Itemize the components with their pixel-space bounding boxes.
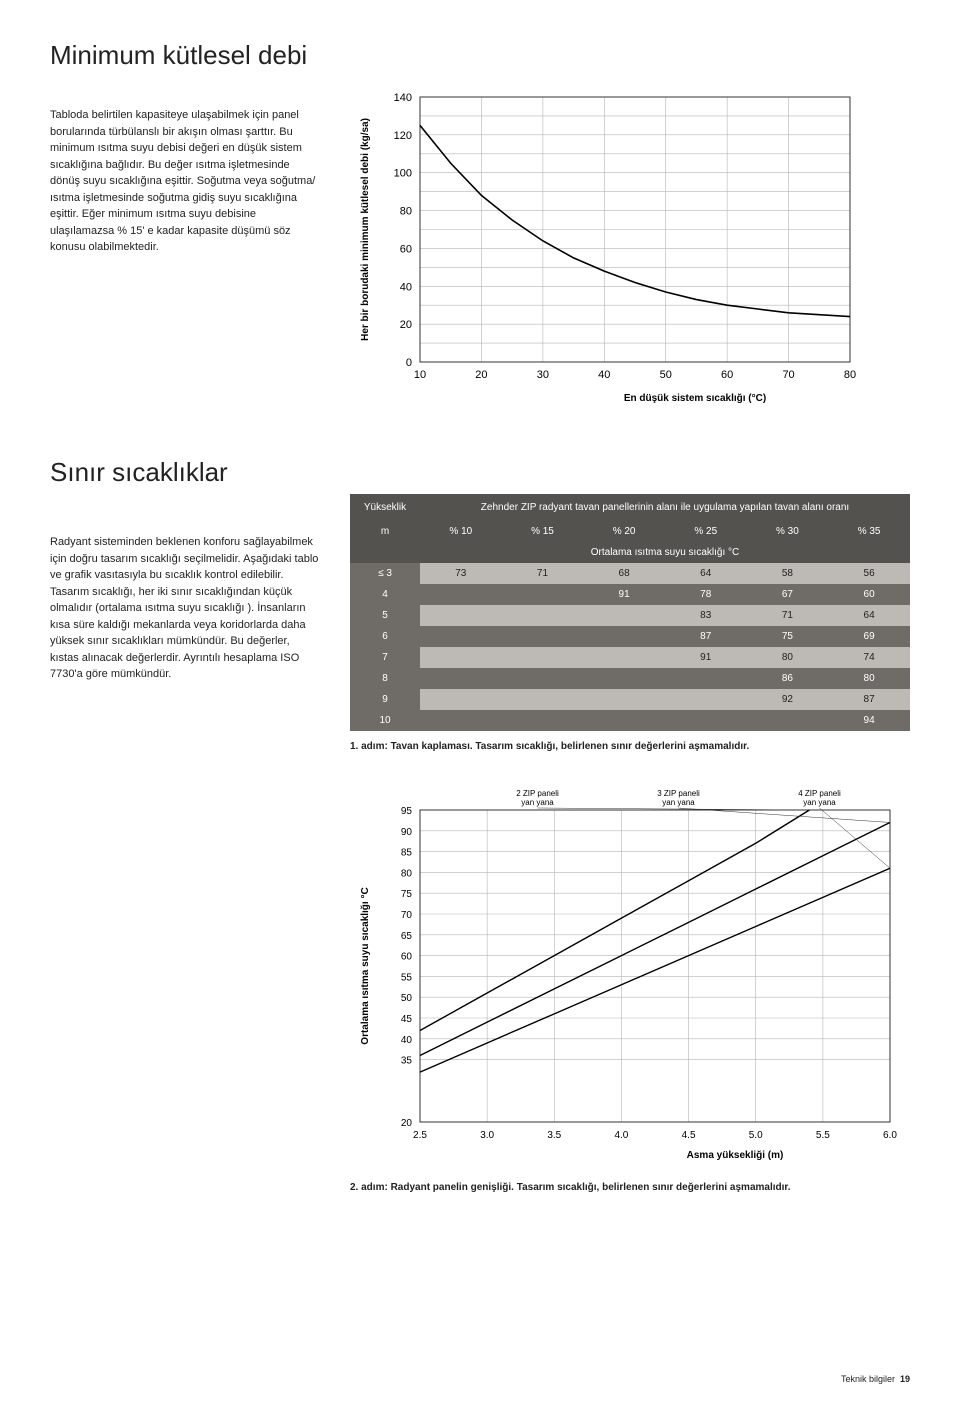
footer-label: Teknik bilgiler (841, 1374, 895, 1384)
svg-text:2 ZIP paneli: 2 ZIP paneli (516, 789, 559, 798)
page-footer: Teknik bilgiler 19 (841, 1374, 910, 1384)
svg-text:0: 0 (406, 357, 412, 369)
svg-text:30: 30 (537, 369, 549, 381)
svg-text:20: 20 (475, 369, 487, 381)
svg-text:En düşük sistem sıcaklığı (°C): En düşük sistem sıcaklığı (°C) (624, 393, 766, 404)
heading-min-flow: Minimum kütlesel debi (50, 40, 910, 71)
heading-limit-temps: Sınır sıcaklıklar (50, 457, 910, 488)
svg-text:60: 60 (401, 952, 413, 963)
mid-text: Radyant sisteminden beklenen konforu sağ… (50, 534, 320, 683)
top-section: Tabloda belirtilen kapasiteye ulaşabilme… (50, 77, 910, 407)
svg-text:4 ZIP paneli: 4 ZIP paneli (798, 789, 841, 798)
chart2-svg: 20 35 40 45 50 55 60 65 70 75 80 85 90 95 2.5 3.0 3.5 4.0… (350, 782, 910, 1172)
svg-text:Asma yüksekliği (m): Asma yüksekliği (m) (687, 1150, 784, 1161)
svg-text:40: 40 (400, 281, 412, 293)
svg-text:yan yana: yan yana (803, 798, 836, 807)
svg-text:35: 35 (401, 1056, 413, 1067)
svg-text:40: 40 (401, 1035, 413, 1046)
svg-text:55: 55 (401, 972, 413, 983)
svg-text:5.0: 5.0 (749, 1130, 763, 1141)
limit-table: YükseklikZehnder ZIP radyant tavan panel… (350, 494, 910, 731)
mid-section: Radyant sisteminden beklenen konforu sağ… (50, 494, 910, 752)
svg-text:90: 90 (401, 827, 413, 838)
svg-text:Her bir borudaki minimum kütle: Her bir borudaki minimum kütlesel debi (… (360, 118, 371, 341)
svg-text:60: 60 (721, 369, 733, 381)
step2-note: 2. adım: Radyant panelin genişliği. Tasa… (350, 1182, 890, 1193)
svg-text:6.0: 6.0 (883, 1130, 897, 1141)
svg-text:100: 100 (394, 168, 412, 180)
svg-text:yan yana: yan yana (662, 798, 695, 807)
svg-text:3.5: 3.5 (547, 1130, 561, 1141)
intro-text: Tabloda belirtilen kapasiteye ulaşabilme… (50, 107, 320, 256)
svg-text:85: 85 (401, 848, 413, 859)
svg-text:75: 75 (401, 889, 413, 900)
svg-text:80: 80 (844, 369, 856, 381)
svg-text:50: 50 (401, 993, 413, 1004)
footer-page: 19 (900, 1374, 910, 1384)
svg-text:40: 40 (598, 369, 610, 381)
svg-text:120: 120 (394, 130, 412, 142)
svg-text:5.5: 5.5 (816, 1130, 830, 1141)
step1-note: 1. adım: Tavan kaplaması. Tasarım sıcakl… (350, 741, 910, 752)
svg-text:95: 95 (401, 806, 413, 817)
table-container: YükseklikZehnder ZIP radyant tavan panel… (350, 494, 910, 752)
svg-text:4.5: 4.5 (682, 1130, 696, 1141)
svg-text:Ortalama ısıtma suyu sıcaklığı: Ortalama ısıtma suyu sıcaklığı °C (360, 887, 371, 1044)
svg-text:4.0: 4.0 (614, 1130, 628, 1141)
svg-text:70: 70 (782, 369, 794, 381)
svg-text:60: 60 (400, 243, 412, 255)
svg-text:65: 65 (401, 931, 413, 942)
svg-text:140: 140 (394, 92, 412, 104)
svg-text:50: 50 (660, 369, 672, 381)
svg-text:80: 80 (400, 206, 412, 218)
svg-text:3 ZIP paneli: 3 ZIP paneli (657, 789, 700, 798)
svg-text:20: 20 (401, 1118, 413, 1129)
chart2-container: 20 35 40 45 50 55 60 65 70 75 80 85 90 95 2.5 3.0 3.5 4.0… (350, 782, 910, 1193)
chart1-svg: 140 0 20 40 60 80 100 120 10 20 30 40 50 60 70 80 Her bi… (350, 77, 870, 407)
svg-text:20: 20 (400, 319, 412, 331)
svg-text:45: 45 (401, 1014, 413, 1025)
intro-text-block: Tabloda belirtilen kapasiteye ulaşabilme… (50, 77, 320, 407)
svg-text:yan yana: yan yana (521, 798, 554, 807)
svg-text:3.0: 3.0 (480, 1130, 494, 1141)
svg-text:70: 70 (401, 910, 413, 921)
chart1-container: 140 0 20 40 60 80 100 120 10 20 30 40 50 60 70 80 Her bi… (350, 77, 910, 407)
svg-text:2.5: 2.5 (413, 1130, 427, 1141)
svg-text:10: 10 (414, 369, 426, 381)
mid-text-block: Radyant sisteminden beklenen konforu sağ… (50, 494, 320, 752)
svg-text:80: 80 (401, 868, 413, 879)
